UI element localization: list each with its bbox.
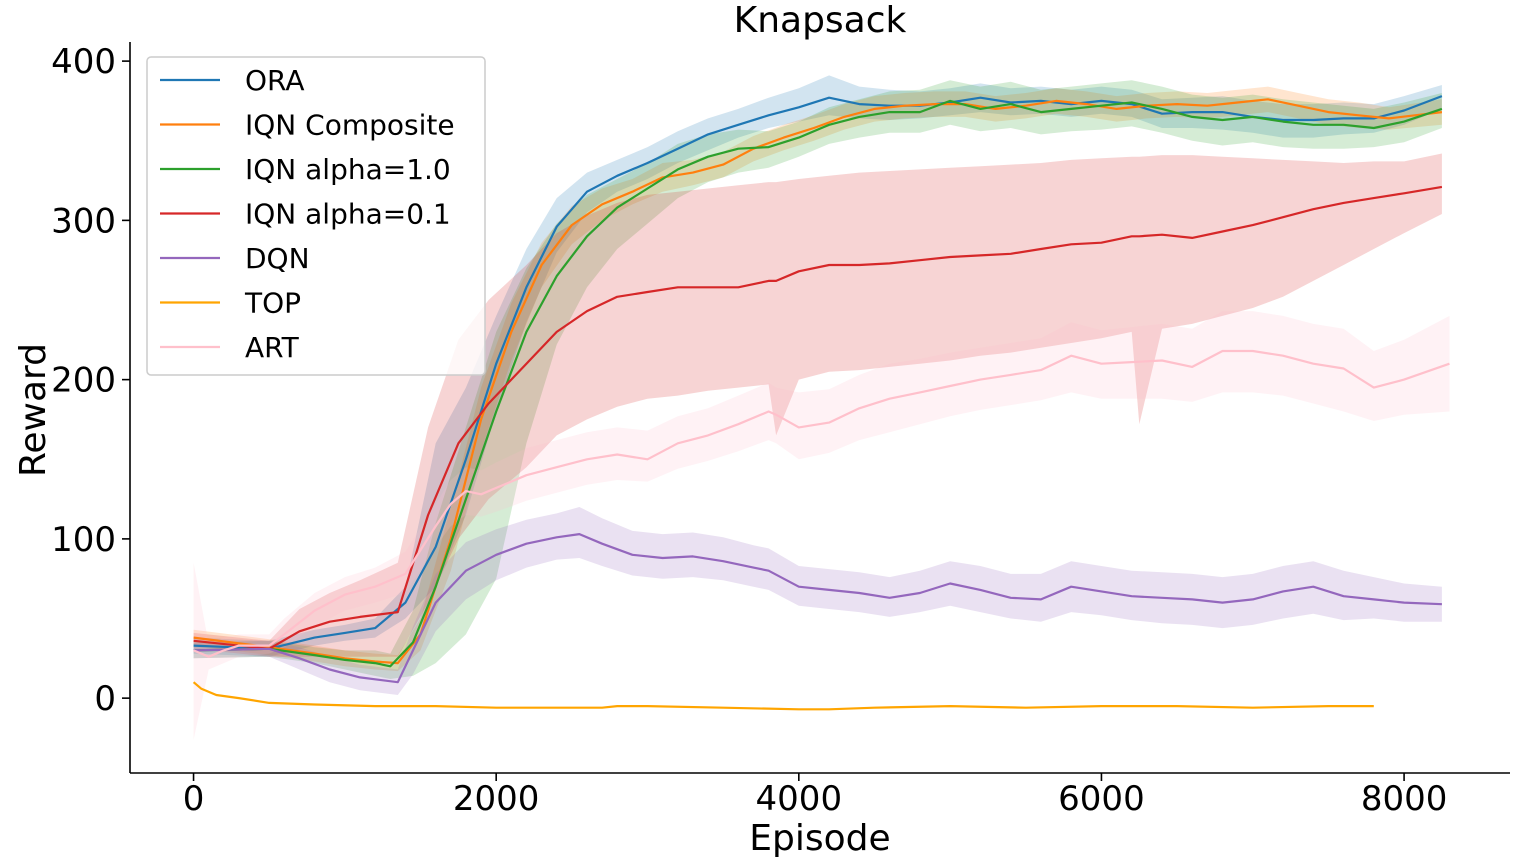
band-iqn-alpha-0-1 [193, 153, 1442, 657]
legend-label-art: ART [245, 331, 300, 364]
series-lines [192, 95, 1450, 711]
x-tick-label: 8000 [1361, 779, 1448, 819]
x-ticks: 0 2000 4000 6000 8000 [183, 773, 1448, 819]
line-art [193, 349, 1450, 658]
legend-label-ora: ORA [245, 64, 305, 97]
line-iqn-alpha-1-0 [193, 99, 1443, 668]
y-tick-label: 0 [94, 679, 116, 719]
band-iqn-alpha-1-0 [193, 80, 1442, 679]
confidence-bands [193, 75, 1450, 740]
y-ticks: 0 100 200 300 400 [51, 42, 130, 719]
band-art [193, 311, 1450, 740]
y-tick-label: 400 [51, 42, 116, 82]
x-tick-label: 6000 [1058, 779, 1145, 819]
y-axis-label: Reward [13, 343, 54, 477]
legend-label-iqn-alpha-1-0: IQN alpha=1.0 [245, 153, 451, 186]
y-tick-label: 100 [51, 520, 116, 560]
band-dqn [193, 507, 1442, 695]
legend-label-top: TOP [244, 287, 301, 320]
legend-label-dqn: DQN [245, 242, 310, 275]
x-tick-label: 4000 [756, 779, 843, 819]
chart-title: Knapsack [734, 0, 907, 41]
x-tick-label: 2000 [453, 779, 540, 819]
band-ora [193, 75, 1442, 657]
x-tick-label: 0 [183, 779, 205, 819]
line-top [192, 681, 1374, 711]
y-tick-label: 300 [51, 201, 116, 241]
legend-frame [146, 56, 486, 376]
legend-label-iqn-alpha-0-1: IQN alpha=0.1 [245, 198, 451, 231]
legend: ORA IQN Composite IQN alpha=1.0 IQN alpha=0… [146, 56, 486, 376]
line-dqn [193, 532, 1442, 684]
x-axis-label: Episode [749, 818, 890, 857]
line-iqn-alpha-0-1 [193, 185, 1443, 650]
legend-entries: ORA IQN Composite IQN alpha=1.0 IQN alpha=0… [160, 64, 455, 364]
legend-label-iqn-composite: IQN Composite [245, 109, 455, 142]
y-tick-label: 200 [51, 361, 116, 401]
